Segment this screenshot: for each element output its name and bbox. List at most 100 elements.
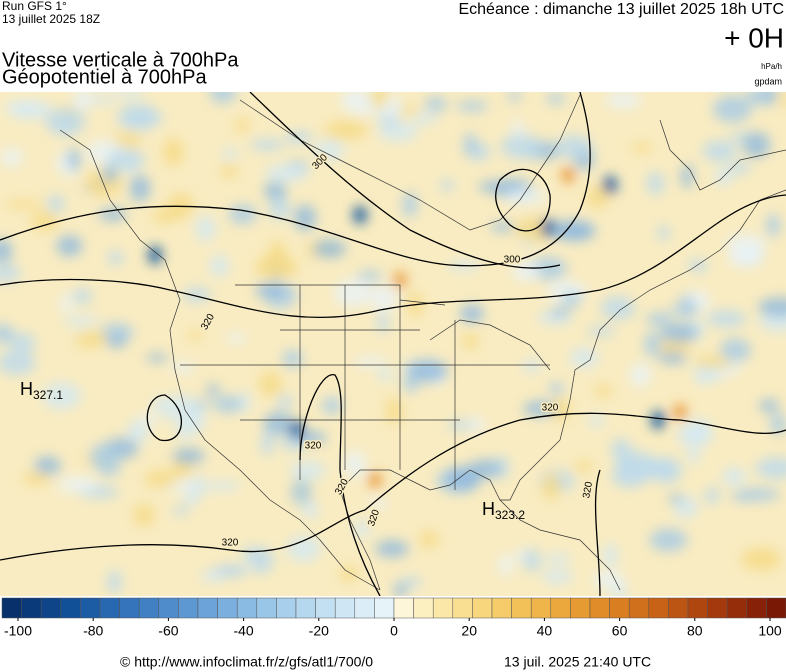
field-blob	[42, 382, 82, 410]
colorbar-tick-label: 40	[537, 623, 553, 639]
field-blob	[561, 292, 582, 307]
geography	[59, 94, 786, 591]
field-blob	[511, 261, 541, 281]
field-blob	[770, 413, 786, 435]
color-bin	[158, 597, 179, 619]
color-bin	[276, 597, 297, 619]
field-blob	[654, 338, 692, 355]
field-blob	[462, 332, 479, 350]
field-blob	[402, 376, 420, 393]
field-blob	[45, 107, 86, 136]
field-blob	[144, 469, 179, 488]
field-blob	[100, 323, 134, 342]
field-blob	[644, 331, 661, 358]
field-blob	[424, 96, 448, 112]
field-blob	[72, 288, 92, 304]
field-blob	[542, 472, 561, 501]
field-blob	[705, 486, 720, 505]
lead-time: + 0H	[724, 22, 784, 53]
field-blob	[603, 176, 617, 194]
colorbar: -100 -80 -60 -40 -20 0 20 40 60 80 100	[1, 597, 786, 639]
field-blob	[603, 543, 618, 568]
field-blob	[146, 353, 169, 363]
field-blob	[259, 371, 282, 397]
color-bin	[609, 597, 630, 619]
field-blob	[728, 248, 763, 268]
field-blob	[629, 362, 652, 388]
field-blob	[588, 414, 605, 428]
field-blob	[720, 338, 751, 362]
title-2: Géopotentiel à 700hPa	[2, 66, 207, 88]
unit-1: hPa/h	[761, 62, 782, 71]
field-blob	[721, 467, 747, 487]
color-bin	[491, 597, 512, 619]
contour-label: 320	[581, 480, 595, 499]
field-blob	[284, 131, 314, 144]
color-bin	[472, 597, 493, 619]
field-blob	[261, 430, 274, 456]
field-blob	[595, 384, 612, 398]
color-bin	[315, 597, 336, 619]
field-blob	[7, 100, 52, 120]
field-blob	[562, 167, 574, 183]
field-blob	[133, 504, 155, 527]
field-blob	[107, 569, 122, 595]
color-bin	[511, 597, 532, 619]
field-blob	[574, 460, 594, 472]
field-blob	[758, 297, 786, 318]
field-blob	[456, 100, 488, 112]
color-bin	[413, 597, 434, 619]
color-bin	[668, 597, 689, 619]
field-blob	[631, 143, 653, 153]
field-blob	[742, 131, 771, 158]
field-blob	[138, 413, 160, 425]
field-blob	[646, 171, 665, 196]
contour-label: 320	[305, 441, 322, 452]
color-bin	[726, 597, 748, 619]
color-bin	[707, 597, 728, 619]
field-blob	[106, 336, 127, 348]
field-blob	[353, 356, 388, 367]
field-blob	[668, 494, 684, 503]
field-blob	[171, 506, 190, 515]
colorbar-tick-label: 0	[390, 623, 398, 639]
vertical-velocity-field	[0, 92, 786, 596]
field-blob	[207, 480, 241, 491]
field-blob	[503, 189, 547, 205]
colorbar-tick-label: -60	[158, 623, 178, 639]
field-blob	[4, 200, 46, 209]
field-blob	[98, 466, 122, 476]
field-blob	[312, 239, 347, 258]
color-bin	[550, 597, 571, 619]
field-blob	[195, 215, 216, 242]
field-blob	[73, 92, 91, 112]
run-date: 13 juillet 2025 18Z	[2, 12, 100, 26]
field-blob	[369, 498, 388, 509]
field-blob	[778, 92, 786, 106]
field-blob	[508, 92, 521, 102]
field-blob	[369, 472, 381, 488]
field-blob	[755, 457, 786, 480]
field-blob	[593, 571, 625, 589]
color-bin	[766, 597, 786, 619]
field-blob	[183, 490, 200, 506]
field-blob	[0, 238, 13, 264]
field-blob	[555, 134, 593, 159]
field-blob	[209, 92, 237, 104]
field-blob	[0, 323, 15, 344]
field-blob	[30, 212, 59, 231]
field-blob	[152, 397, 169, 412]
field-blob	[264, 164, 309, 183]
field-blob	[706, 310, 747, 328]
field-blob	[548, 221, 592, 239]
field-blob	[402, 191, 418, 218]
field-blob	[0, 264, 21, 282]
field-blob	[370, 285, 398, 313]
field-blob	[674, 404, 686, 420]
field-blob	[22, 472, 51, 485]
color-bin	[530, 597, 552, 619]
field-blob	[447, 420, 475, 431]
colorbar-tick-label: 60	[612, 623, 628, 639]
field-blob	[498, 555, 514, 576]
